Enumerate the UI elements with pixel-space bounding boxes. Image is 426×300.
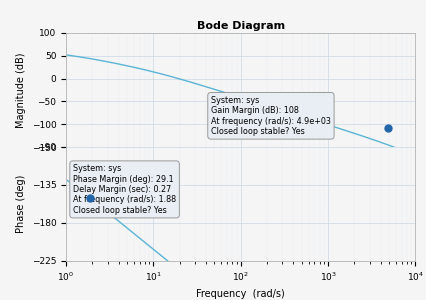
Title: Bode Diagram: Bode Diagram bbox=[197, 21, 285, 31]
X-axis label: Frequency  (rad/s): Frequency (rad/s) bbox=[196, 289, 285, 299]
Y-axis label: Phase (deg): Phase (deg) bbox=[16, 175, 26, 233]
Text: System: sys
Gain Margin (dB): 108
At frequency (rad/s): 4.9e+03
Closed loop stab: System: sys Gain Margin (dB): 108 At fre… bbox=[211, 96, 331, 136]
Text: System: sys
Phase Margin (deg): 29.1
Delay Margin (sec): 0.27
At frequency (rad/: System: sys Phase Margin (deg): 29.1 Del… bbox=[73, 164, 176, 215]
Y-axis label: Magnitude (dB): Magnitude (dB) bbox=[16, 52, 26, 128]
